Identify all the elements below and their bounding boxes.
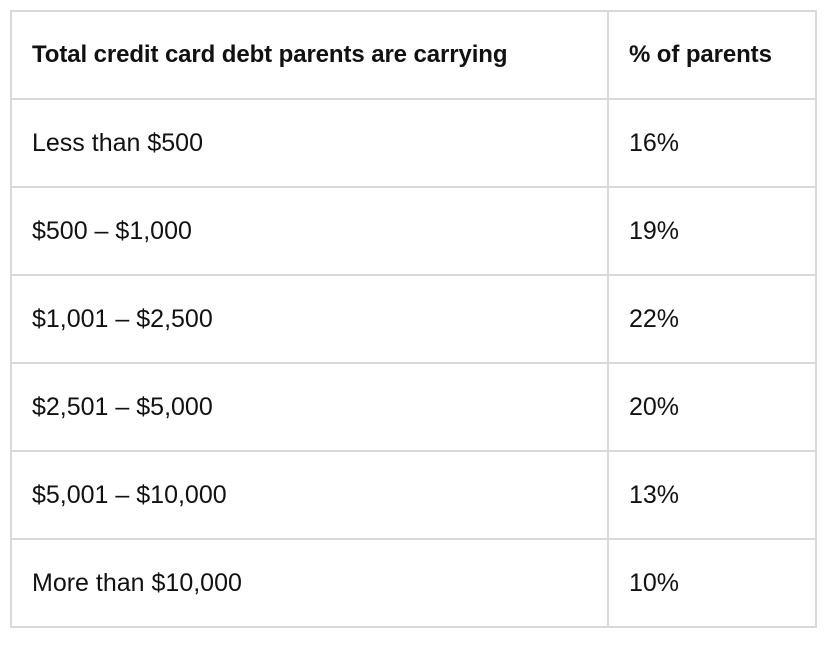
header-row: Total credit card debt parents are carry… [10,10,817,100]
table-row: $5,001 – $10,000 13% [10,450,817,540]
table-header: Total credit card debt parents are carry… [10,10,817,100]
table-row: More than $10,000 10% [10,538,817,628]
table-row: $2,501 – $5,000 20% [10,362,817,452]
header-percent-of-parents: % of parents [607,10,817,100]
table-row: $1,001 – $2,500 22% [10,274,817,364]
debt-range-cell: Less than $500 [10,98,609,188]
percent-cell: 20% [607,362,817,452]
percent-cell: 22% [607,274,817,364]
debt-range-cell: More than $10,000 [10,538,609,628]
table-row: $500 – $1,000 19% [10,186,817,276]
table-row: Less than $500 16% [10,98,817,188]
percent-cell: 13% [607,450,817,540]
debt-range-cell: $1,001 – $2,500 [10,274,609,364]
debt-range-cell: $2,501 – $5,000 [10,362,609,452]
percent-cell: 19% [607,186,817,276]
percent-cell: 16% [607,98,817,188]
credit-card-debt-table: Total credit card debt parents are carry… [10,10,817,628]
table-body: Less than $500 16% $500 – $1,000 19% $1,… [10,98,817,628]
debt-range-cell: $5,001 – $10,000 [10,450,609,540]
debt-range-cell: $500 – $1,000 [10,186,609,276]
header-debt-range: Total credit card debt parents are carry… [10,10,609,100]
percent-cell: 10% [607,538,817,628]
